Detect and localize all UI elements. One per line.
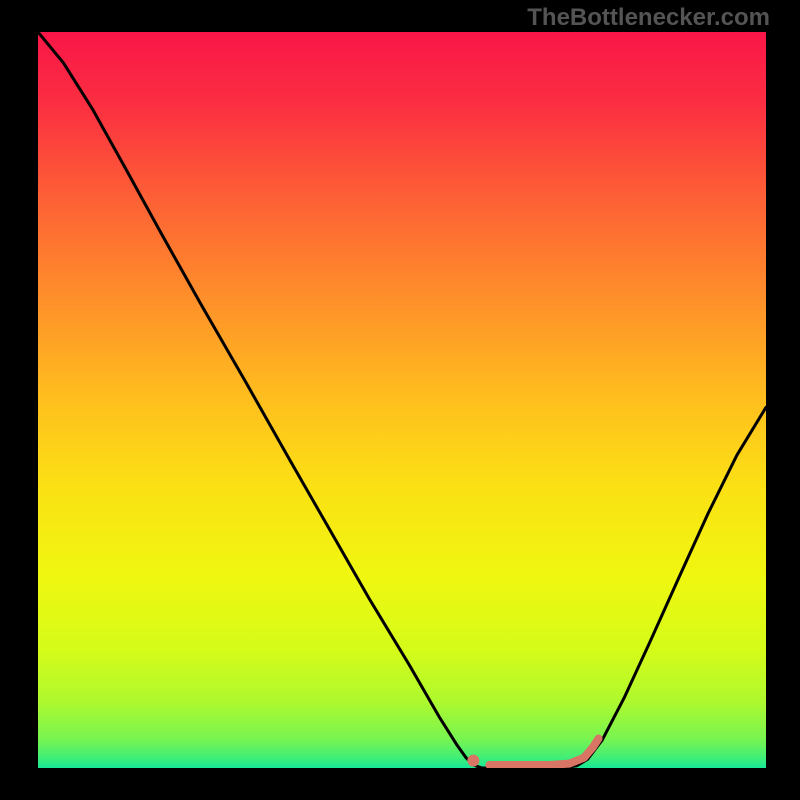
curve-layer xyxy=(38,32,766,768)
bottleneck-curve xyxy=(38,32,766,768)
highlight-dot xyxy=(467,755,479,767)
attribution-label: TheBottlenecker.com xyxy=(527,4,770,32)
plot-area xyxy=(38,32,766,768)
highlight-segment xyxy=(489,739,598,766)
